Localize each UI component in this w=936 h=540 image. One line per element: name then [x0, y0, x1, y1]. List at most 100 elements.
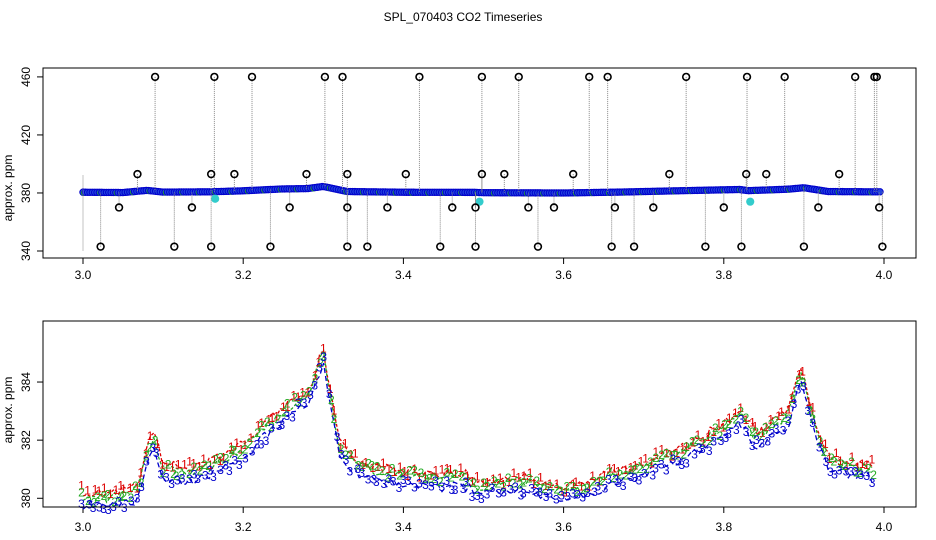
- series-marker: 3: [191, 468, 198, 482]
- series-marker: 1: [615, 464, 622, 478]
- series-marker: 3: [733, 423, 740, 437]
- series-marker: 2: [628, 463, 635, 477]
- bottom-y-axis: 380 382 384: [19, 372, 43, 508]
- bottom-y-tick-label: 380: [19, 488, 33, 508]
- series-marker: 1: [542, 479, 549, 493]
- series-marker: 3: [347, 464, 354, 478]
- top-x-tick-label: 3.8: [715, 268, 732, 282]
- series-marker: 2: [264, 415, 271, 429]
- series-marker: 2: [359, 460, 366, 474]
- outlier-point: [514, 72, 523, 82]
- series-marker: 3: [186, 472, 193, 486]
- top-y-tick-label: 380: [19, 183, 33, 203]
- series-marker: 1: [447, 463, 454, 477]
- series-marker: 2: [537, 481, 544, 495]
- series-marker: 2: [789, 392, 796, 406]
- series-marker: 3: [370, 473, 377, 487]
- outlier-point: [401, 169, 411, 179]
- series-marker: 1: [726, 411, 733, 425]
- series-marker: 2: [347, 448, 354, 462]
- series-marker: 1: [658, 443, 665, 457]
- series-marker: 1: [805, 395, 812, 409]
- series-marker: 1: [137, 465, 144, 479]
- series-marker: 2: [481, 476, 488, 490]
- series-marker: 1: [668, 450, 675, 464]
- series-marker: 3: [706, 444, 713, 458]
- series-marker: 3: [520, 487, 527, 501]
- series-marker: 3: [533, 486, 540, 500]
- series-marker: 1: [331, 404, 338, 418]
- series-marker: 2: [580, 482, 587, 496]
- series-marker: 3: [869, 476, 876, 490]
- bottom-x-tick-label: 3.0: [75, 520, 92, 534]
- series-marker: 1: [181, 457, 188, 471]
- outlier-point: [569, 169, 578, 179]
- bottom-x-tick-label: 3.2: [235, 520, 252, 534]
- series-marker: 3: [449, 483, 456, 497]
- series-marker: 1: [154, 437, 161, 451]
- series-marker: 3: [518, 489, 525, 503]
- series-marker: 1: [611, 462, 618, 476]
- series-marker: 2: [500, 479, 507, 493]
- series-marker: 3: [768, 426, 775, 440]
- series-marker: 1: [869, 452, 876, 466]
- series-marker: 3: [564, 489, 571, 503]
- series-marker: 2: [320, 349, 327, 363]
- series-marker: 3: [683, 456, 690, 470]
- series-marker: 3: [823, 455, 830, 469]
- series-marker: 1: [796, 368, 803, 382]
- series-marker: 2: [689, 434, 696, 448]
- series-marker: 2: [470, 476, 477, 490]
- series-marker: 1: [632, 459, 639, 473]
- series-marker: 2: [291, 390, 298, 404]
- series-marker: 1: [452, 467, 459, 481]
- series-marker: 2: [520, 476, 527, 490]
- series-marker: 2: [212, 453, 219, 467]
- outlier-point: [320, 72, 330, 82]
- series-marker: 3: [326, 387, 333, 401]
- series-marker: 1: [767, 412, 774, 426]
- series-marker: 3: [800, 380, 807, 394]
- series-line: [82, 348, 873, 504]
- series-marker: 3: [268, 421, 275, 435]
- series-marker: 2: [647, 455, 654, 469]
- series-marker: 1: [833, 446, 840, 460]
- series-marker: 2: [186, 467, 193, 481]
- outlier-point: [533, 242, 543, 251]
- series-marker: 1: [228, 440, 235, 454]
- series-marker: 3: [194, 472, 201, 486]
- series-marker: 1: [175, 457, 182, 471]
- series-marker: 2: [541, 482, 548, 496]
- series-marker: 3: [605, 473, 612, 487]
- series-marker: 3: [474, 489, 481, 503]
- series-marker: 1: [101, 481, 108, 495]
- series-marker: 1: [511, 466, 518, 480]
- series-marker: 3: [158, 467, 165, 481]
- series-marker: 3: [452, 483, 459, 497]
- series-marker: 1: [211, 453, 218, 467]
- series-marker: 2: [510, 477, 517, 491]
- series-marker: 1: [737, 401, 744, 415]
- series-marker: 3: [207, 463, 214, 477]
- series-marker: 1: [786, 403, 793, 417]
- series-marker: 2: [637, 462, 644, 476]
- series-marker: 3: [428, 479, 435, 493]
- series-marker: 1: [327, 382, 334, 396]
- series-marker: 2: [781, 411, 788, 425]
- series-marker: 2: [583, 481, 590, 495]
- series-marker: 1: [700, 435, 707, 449]
- series-marker: 1: [778, 405, 785, 419]
- series-marker: 1: [743, 413, 750, 427]
- outlier-point: [742, 169, 751, 179]
- bottom-ylabel: approx. ppm: [1, 377, 15, 444]
- series-marker: 2: [101, 489, 108, 503]
- series-marker: 2: [673, 449, 680, 463]
- series-marker: 2: [231, 443, 238, 457]
- series-marker: 1: [143, 446, 150, 460]
- series-marker: 2: [275, 412, 282, 426]
- series-marker: 1: [732, 406, 739, 420]
- series-marker: 3: [546, 486, 553, 500]
- series-marker: 2: [505, 471, 512, 485]
- series-marker: 3: [115, 495, 122, 509]
- outlier-point: [363, 242, 372, 251]
